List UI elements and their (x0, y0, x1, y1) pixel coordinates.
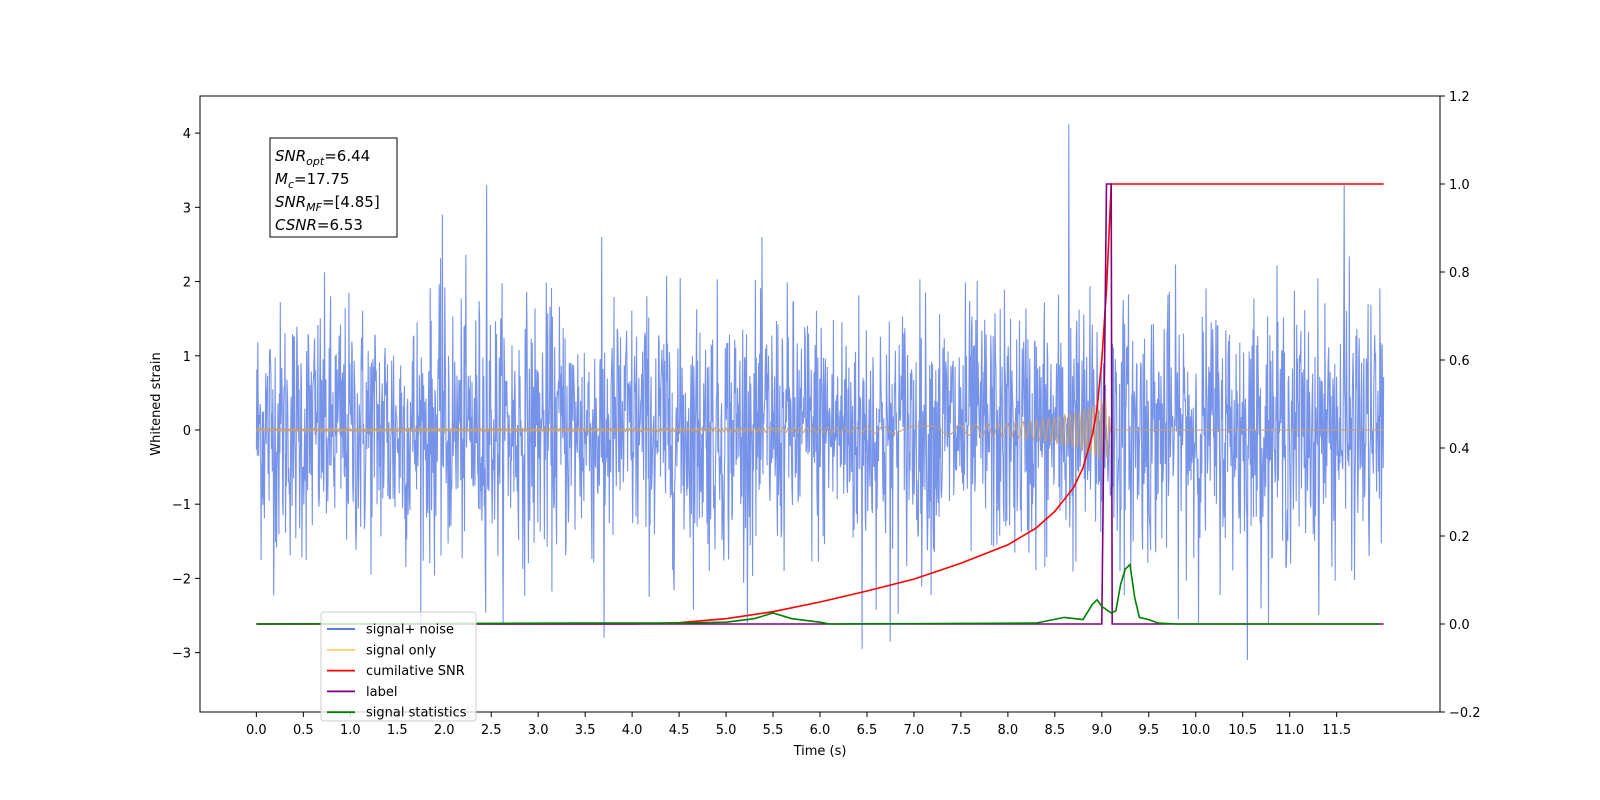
x-tick-label: 0.5 (293, 723, 314, 738)
legend: signal+ noise signal only cumilative SNR la… (320, 611, 477, 722)
x-axis-label: Time (s) (793, 744, 847, 759)
y2-tick-label: 0.6 (1449, 354, 1470, 369)
y-axis-right: −0.2 0.0 0.2 0.4 0.6 0.8 1.0 1.2 (1440, 90, 1481, 721)
legend-label: signal+ noise (366, 623, 454, 638)
x-tick-label: 11.5 (1322, 723, 1351, 738)
x-tick-label: 4.0 (622, 723, 643, 738)
x-tick-label: 4.5 (669, 723, 690, 738)
signal-only-line (255, 397, 1384, 462)
y2-tick-label: 0.8 (1449, 266, 1470, 281)
series-layer (255, 124, 1385, 661)
series-signal-only (255, 397, 1384, 462)
y2-tick-label: 1.0 (1449, 178, 1470, 193)
y-axis-left: −3 −2 −1 0 1 2 3 4 (172, 127, 200, 662)
x-tick-label: 1.5 (387, 723, 408, 738)
x-tick-label: 11.0 (1275, 723, 1304, 738)
signal-noise-line (255, 124, 1385, 661)
y-tick-label: 4 (183, 127, 191, 142)
annotation-line: CSNR=6.53 (275, 216, 363, 234)
annotation-line: SNRopt=6.44 (275, 147, 370, 168)
x-tick-label: 7.5 (951, 723, 972, 738)
x-tick-label: 5.5 (763, 723, 784, 738)
legend-label: cumilative SNR (366, 664, 465, 679)
x-tick-label: 1.0 (340, 723, 361, 738)
y2-tick-label: 1.2 (1449, 90, 1470, 105)
x-tick-label: 10.0 (1181, 723, 1210, 738)
x-tick-label: 2.5 (481, 723, 502, 738)
y2-tick-label: 0.2 (1449, 530, 1470, 545)
legend-label: label (366, 685, 397, 700)
x-tick-label: 8.5 (1045, 723, 1066, 738)
x-tick-label: 3.0 (528, 723, 549, 738)
x-tick-label: 6.0 (810, 723, 831, 738)
x-tick-label: 8.0 (998, 723, 1019, 738)
series-signal-statistics (256, 562, 1379, 625)
y-axis-label: Whitened strain (149, 352, 164, 455)
y2-tick-label: 0.4 (1449, 442, 1470, 457)
y-tick-label: −3 (172, 647, 191, 662)
x-tick-label: 0.0 (246, 723, 267, 738)
series-signal-noise (255, 124, 1385, 661)
x-tick-label: 3.5 (575, 723, 596, 738)
y2-tick-label: 0.0 (1449, 618, 1470, 633)
x-tick-label: 7.0 (904, 723, 925, 738)
x-tick-label: 10.5 (1228, 723, 1257, 738)
x-tick-label: 9.0 (1091, 723, 1112, 738)
legend-label: signal only (366, 643, 436, 658)
y-tick-label: 1 (183, 350, 191, 365)
x-tick-label: 2.0 (434, 723, 455, 738)
y-tick-label: −2 (172, 572, 191, 587)
annotation-line: SNRMF=[4.85] (275, 193, 380, 214)
y-tick-label: −1 (172, 498, 191, 513)
x-tick-label: 5.0 (716, 723, 737, 738)
legend-label: signal statistics (366, 706, 467, 721)
series-line (256, 562, 1379, 625)
annotation-line: Mc=17.75 (275, 170, 350, 191)
y2-tick-label: −0.2 (1449, 706, 1481, 721)
y-tick-label: 0 (183, 424, 191, 439)
x-axis: 0.0 0.5 1.0 1.5 2.0 2.5 3.0 3.5 4.0 4.5 5.0 5.5 6.0 6… (246, 712, 1351, 738)
y-tick-label: 3 (183, 201, 191, 216)
x-tick-label: 9.5 (1138, 723, 1159, 738)
x-tick-label: 6.5 (857, 723, 878, 738)
y-tick-label: 2 (183, 276, 191, 291)
